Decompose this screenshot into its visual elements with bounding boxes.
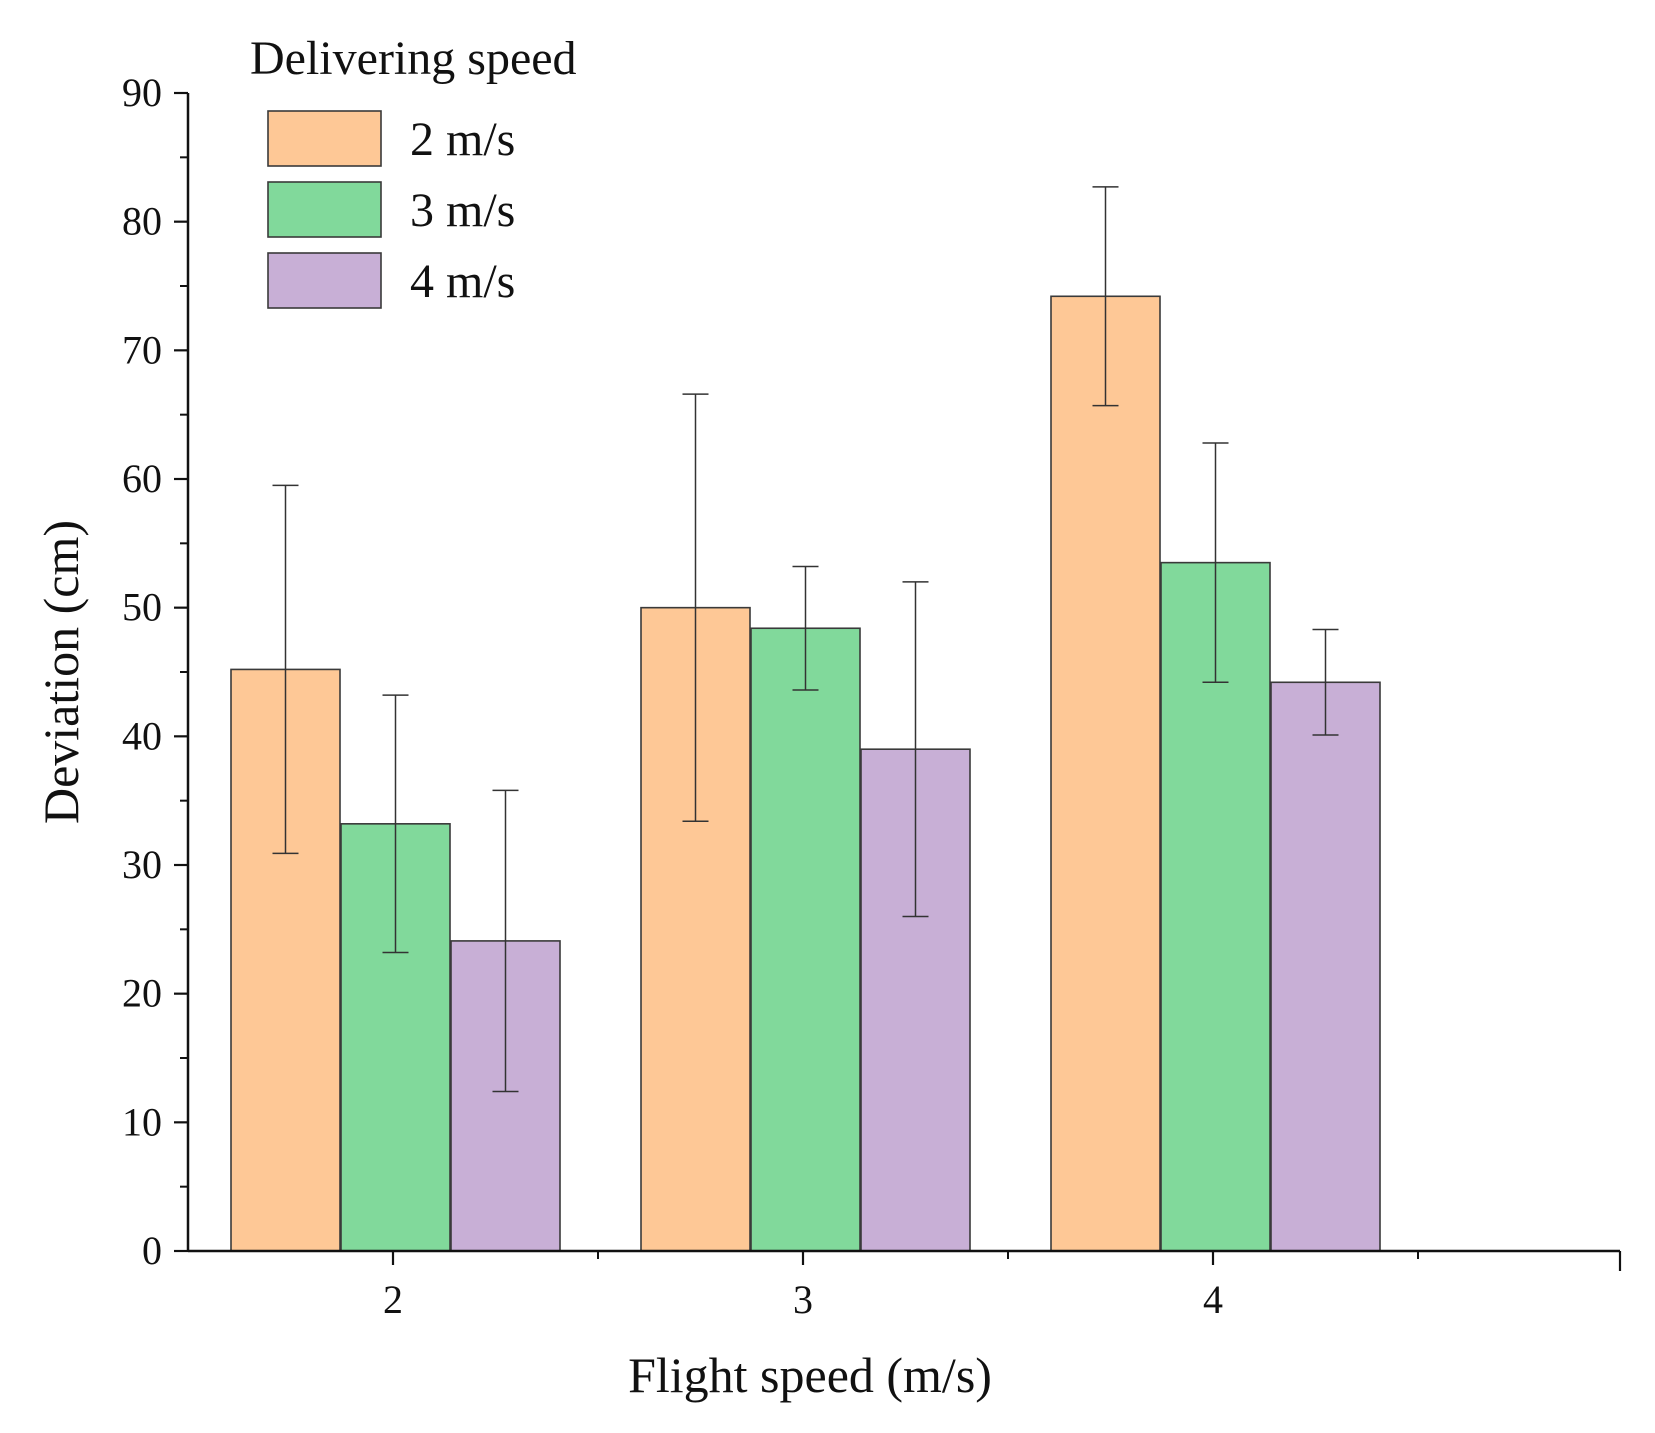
y-tick-label: 40 bbox=[122, 713, 162, 758]
x-tick-label: 4 bbox=[1203, 1277, 1223, 1322]
error-bar-4-m-s-cat-3 bbox=[902, 581, 929, 918]
y-tick-label: 70 bbox=[122, 327, 162, 372]
y-tick-label: 90 bbox=[122, 70, 162, 115]
y-tick-label: 60 bbox=[122, 456, 162, 501]
error-bar-4-m-s-cat-4 bbox=[1312, 628, 1339, 736]
axes-layer: 0 10 20 30 40 50 60 70 80 90 2 3 4 bbox=[122, 70, 1622, 1322]
x-tick-label: 2 bbox=[383, 1277, 403, 1322]
y-tick-label: 80 bbox=[122, 199, 162, 244]
error-bar-3-m-s-cat-2 bbox=[382, 694, 409, 954]
legend-title: Delivering speed bbox=[250, 32, 577, 85]
error-bar-4-m-s-cat-2 bbox=[492, 789, 519, 1093]
error-bar-3-m-s-cat-3 bbox=[792, 565, 819, 691]
legend-label: 4 m/s bbox=[410, 255, 515, 308]
legend-label: 2 m/s bbox=[410, 113, 515, 166]
legend-swatch-4-m-s bbox=[267, 252, 382, 309]
y-tick-label: 0 bbox=[142, 1228, 162, 1273]
bar-4-m-s-cat-4 bbox=[1270, 681, 1381, 1252]
legend-swatch-2-m-s bbox=[267, 110, 382, 167]
y-tick-label: 30 bbox=[122, 842, 162, 887]
legend-swatch-3-m-s bbox=[267, 181, 382, 238]
bar-3-m-s-cat-3 bbox=[750, 627, 861, 1252]
x-tick-label: 3 bbox=[793, 1277, 813, 1322]
y-tick-label: 20 bbox=[122, 971, 162, 1016]
error-bar-2-m-s-cat-2 bbox=[272, 484, 299, 855]
legend: Delivering speed 2 m/s 3 m/s 4 m/s bbox=[250, 32, 577, 309]
bar-2-m-s-cat-4 bbox=[1050, 295, 1161, 1252]
error-bar-2-m-s-cat-3 bbox=[682, 393, 709, 823]
error-bar-2-m-s-cat-4 bbox=[1092, 186, 1119, 407]
y-tick-label: 10 bbox=[122, 1099, 162, 1144]
y-tick-label: 50 bbox=[122, 585, 162, 630]
x-axis-title: Flight speed (m/s) bbox=[628, 1347, 992, 1403]
error-bars-layer bbox=[272, 186, 1339, 1093]
error-bar-3-m-s-cat-4 bbox=[1202, 442, 1229, 684]
legend-label: 3 m/s bbox=[410, 184, 515, 237]
bars-layer bbox=[230, 295, 1381, 1252]
y-axis-title: Deviation (cm) bbox=[33, 520, 89, 824]
